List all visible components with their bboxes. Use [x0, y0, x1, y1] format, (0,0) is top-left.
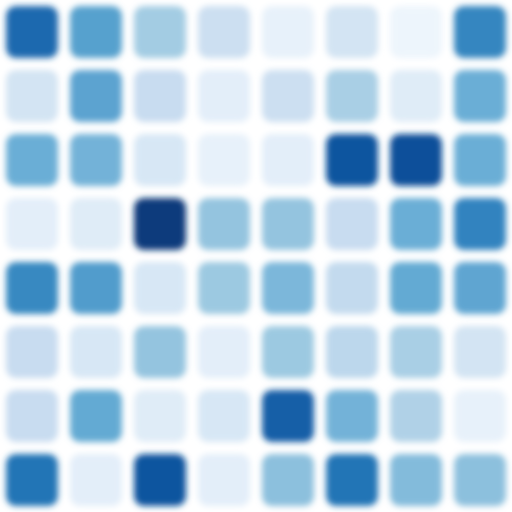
heatmap-cell-r4-c2: [134, 262, 186, 314]
heatmap-cell-r6-c3: [198, 390, 250, 442]
heatmap-cell-r4-c5: [326, 262, 378, 314]
heatmap-cell-r2-c1: [70, 134, 122, 186]
heatmap-cell-r2-c2: [134, 134, 186, 186]
heatmap-cell-r1-c3: [198, 70, 250, 122]
heatmap-cell-r7-c0: [6, 454, 58, 506]
heatmap-cell-r4-c7: [454, 262, 506, 314]
heatmap-cell-r2-c7: [454, 134, 506, 186]
heatmap-cell-r0-c6: [390, 6, 442, 58]
heatmap-cell-r5-c2: [134, 326, 186, 378]
heatmap-cell-r0-c1: [70, 6, 122, 58]
heatmap-cell-r2-c6: [390, 134, 442, 186]
heatmap-cell-r2-c3: [198, 134, 250, 186]
heatmap-cells: [6, 6, 506, 506]
heatmap-cell-r4-c1: [70, 262, 122, 314]
heatmap-cell-r0-c2: [134, 6, 186, 58]
heatmap-cell-r0-c4: [262, 6, 314, 58]
heatmap-cell-r7-c2: [134, 454, 186, 506]
heatmap-cell-r5-c0: [6, 326, 58, 378]
heatmap-cell-r7-c4: [262, 454, 314, 506]
heatmap-cell-r6-c1: [70, 390, 122, 442]
heatmap-cell-r3-c2: [134, 198, 186, 250]
heatmap-cell-r3-c1: [70, 198, 122, 250]
heatmap-cell-r7-c3: [198, 454, 250, 506]
heatmap-cell-r6-c5: [326, 390, 378, 442]
heatmap-cell-r3-c6: [390, 198, 442, 250]
heatmap-cell-r0-c7: [454, 6, 506, 58]
heatmap-cell-r0-c3: [198, 6, 250, 58]
heatmap-cell-r4-c3: [198, 262, 250, 314]
heatmap-cell-r2-c5: [326, 134, 378, 186]
heatmap-cell-r3-c0: [6, 198, 58, 250]
heatmap-cell-r1-c4: [262, 70, 314, 122]
heatmap-cell-r7-c6: [390, 454, 442, 506]
heatmap-cell-r4-c6: [390, 262, 442, 314]
heatmap-cell-r1-c1: [70, 70, 122, 122]
heatmap-cell-r2-c4: [262, 134, 314, 186]
heatmap-cell-r1-c2: [134, 70, 186, 122]
heatmap-cell-r6-c2: [134, 390, 186, 442]
heatmap-cell-r6-c6: [390, 390, 442, 442]
heatmap-cell-r1-c5: [326, 70, 378, 122]
heatmap-cell-r6-c0: [6, 390, 58, 442]
heatmap-cell-r7-c1: [70, 454, 122, 506]
heatmap-cell-r1-c7: [454, 70, 506, 122]
heatmap-cell-r3-c4: [262, 198, 314, 250]
heatmap-cell-r3-c7: [454, 198, 506, 250]
heatmap-cell-r4-c0: [6, 262, 58, 314]
heatmap-cell-r5-c1: [70, 326, 122, 378]
heatmap-cell-r2-c0: [6, 134, 58, 186]
heatmap-cell-r5-c4: [262, 326, 314, 378]
heatmap-cell-r7-c7: [454, 454, 506, 506]
heatmap-cell-r5-c5: [326, 326, 378, 378]
heatmap-cell-r6-c4: [262, 390, 314, 442]
heatmap-cell-r5-c7: [454, 326, 506, 378]
heatmap-cell-r5-c6: [390, 326, 442, 378]
heatmap-cell-r6-c7: [454, 390, 506, 442]
heatmap-cell-r7-c5: [326, 454, 378, 506]
heatmap-cell-r1-c0: [6, 70, 58, 122]
heatmap-cell-r0-c5: [326, 6, 378, 58]
heatmap-cell-r5-c3: [198, 326, 250, 378]
heatmap-cell-r1-c6: [390, 70, 442, 122]
heatmap-cell-r0-c0: [6, 6, 58, 58]
heatmap-cell-r3-c5: [326, 198, 378, 250]
heatmap-cell-r3-c3: [198, 198, 250, 250]
heatmap-cell-r4-c4: [262, 262, 314, 314]
